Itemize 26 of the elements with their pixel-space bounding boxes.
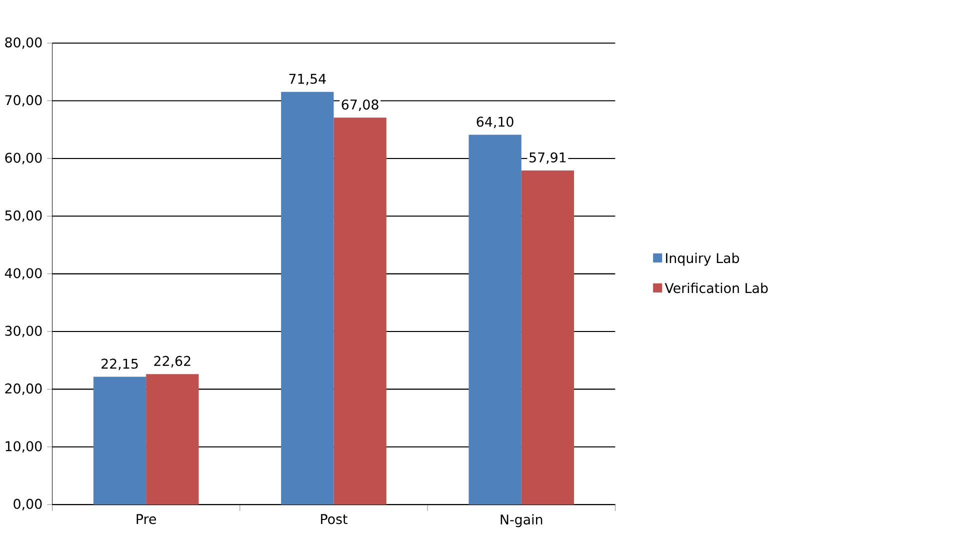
y-tick-label: 10,00	[6, 441, 42, 453]
bar	[93, 376, 146, 504]
data-label: 71,54	[289, 74, 326, 86]
bar	[468, 134, 522, 504]
y-tick-label: 0,00	[14, 498, 42, 510]
legend-label: Verification Lab	[664, 282, 768, 294]
legend-label: Inquiry Lab	[666, 252, 740, 266]
data-label: 67,08	[342, 99, 378, 111]
data-label: 64,10	[476, 116, 514, 128]
y-tick-label: 60,00	[5, 152, 42, 164]
data-label: 22,62	[154, 356, 190, 368]
y-tick-label: 80,00	[5, 37, 42, 49]
x-tick-label: N-gain	[500, 514, 542, 528]
y-tick-label: 70,00	[5, 94, 42, 106]
y-tick-label: 50,00	[5, 210, 42, 222]
bar	[334, 118, 386, 504]
x-tick-label: Pre	[136, 514, 156, 524]
y-tick-label: 30,00	[5, 326, 42, 338]
data-label: 22,15	[102, 358, 138, 370]
y-tick-label: 40,00	[4, 268, 42, 280]
bar	[281, 92, 334, 504]
data-label: 57,91	[530, 152, 566, 164]
bar	[146, 374, 199, 504]
bar	[521, 170, 574, 504]
y-tick-label: 20,00	[5, 383, 42, 395]
x-tick-label: Post	[321, 514, 348, 524]
